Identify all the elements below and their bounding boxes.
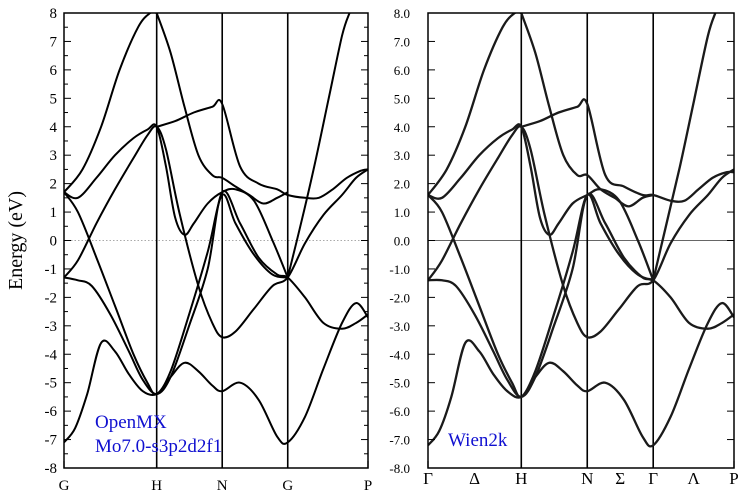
k-point-label: Λ bbox=[687, 469, 700, 488]
panel-annotation: OpenMX bbox=[95, 412, 167, 433]
y-tick-label: -4 bbox=[45, 347, 58, 363]
y-tick-label: 7 bbox=[50, 34, 58, 50]
bands bbox=[428, 13, 734, 448]
y-tick-label: -8 bbox=[45, 461, 58, 477]
y-tick-label: 8.0 bbox=[394, 6, 410, 21]
band-line-9 bbox=[286, 13, 351, 278]
k-point-label: G bbox=[282, 478, 293, 494]
band-line-1 bbox=[64, 302, 368, 445]
y-tick-label: -1.0 bbox=[389, 262, 410, 277]
y-tick-label: 4.0 bbox=[394, 120, 410, 135]
y-tick-label: -5 bbox=[45, 376, 58, 392]
y-tick-label: -8.0 bbox=[389, 461, 410, 476]
band-line-6 bbox=[428, 13, 522, 196]
k-point-label: Σ bbox=[615, 469, 625, 488]
y-tick-label: 6.0 bbox=[394, 63, 410, 78]
y-tick-label: -6 bbox=[45, 404, 58, 420]
y-tick-label: -7 bbox=[45, 433, 58, 449]
k-point-label: N bbox=[581, 469, 593, 488]
k-point-label: P bbox=[364, 478, 372, 494]
k-point-label: H bbox=[151, 478, 162, 494]
y-tick-label: 1 bbox=[50, 205, 58, 221]
k-point-label: N bbox=[217, 478, 228, 494]
y-tick-label: -3.0 bbox=[389, 319, 410, 334]
band-line-3 bbox=[64, 125, 368, 339]
panel-annotation: Wien2k bbox=[448, 430, 508, 451]
y-tick-label: 0 bbox=[50, 234, 58, 250]
y-tick-label: 2 bbox=[50, 177, 58, 193]
band-line-7 bbox=[520, 98, 734, 203]
k-point-label: Γ bbox=[423, 469, 433, 488]
k-point-label: Γ bbox=[648, 469, 658, 488]
y-tick-label: 5.0 bbox=[394, 91, 410, 106]
panel-wien2k: 8.0 7.0 6.0 5.0 4.0 3.0 2.0 1.0 0.0 -1.0 -2.0 -3.0 -… bbox=[389, 6, 738, 488]
band-line-8 bbox=[155, 13, 289, 205]
y-tick-label: -2 bbox=[45, 290, 58, 306]
y-tick-label: -1 bbox=[45, 262, 58, 278]
k-point-label: G bbox=[59, 478, 70, 494]
y-tick-label: 8 bbox=[50, 6, 58, 22]
k-point-label: P bbox=[729, 469, 738, 488]
y-tick-label: 6 bbox=[50, 63, 58, 79]
y-tick-label: 3 bbox=[50, 148, 58, 164]
y-tick-label: -7.0 bbox=[389, 433, 410, 448]
y-tick-label: 2.0 bbox=[394, 177, 410, 192]
y-tick-label: -5.0 bbox=[389, 376, 410, 391]
y-tick-label: 5 bbox=[50, 91, 58, 107]
y-tick-label: 4 bbox=[50, 120, 58, 136]
k-point-label: Δ bbox=[469, 469, 480, 488]
y-tick-label: -4.0 bbox=[389, 347, 410, 362]
band-line-9 bbox=[652, 13, 717, 281]
y-tick-label: -3 bbox=[45, 319, 58, 335]
y-tick-label: -6.0 bbox=[389, 404, 410, 419]
y-tick-label: -2.0 bbox=[389, 290, 410, 305]
band-line-4 bbox=[64, 191, 288, 396]
y-axis-label: Energy (eV) bbox=[5, 191, 27, 290]
y-tick-label: 0.0 bbox=[394, 234, 410, 249]
y-tick-label: 7.0 bbox=[394, 34, 410, 49]
bands bbox=[64, 13, 368, 445]
band-line-8 bbox=[520, 13, 654, 208]
band-line-5 bbox=[428, 123, 655, 281]
band-line-6 bbox=[64, 13, 157, 193]
band-line-2 bbox=[64, 189, 368, 396]
band-line-7 bbox=[156, 99, 368, 200]
band-line-1 bbox=[428, 301, 734, 448]
k-point-label: H bbox=[515, 469, 527, 488]
band-line-2 bbox=[428, 192, 734, 399]
band-line-4 bbox=[428, 193, 654, 399]
panel-annotation: Mo7.0-s3p2d2f1 bbox=[95, 436, 222, 457]
y-tick-label: 3.0 bbox=[394, 148, 410, 163]
y-tick-label: 1.0 bbox=[394, 205, 410, 220]
band-line-3 bbox=[428, 125, 734, 339]
